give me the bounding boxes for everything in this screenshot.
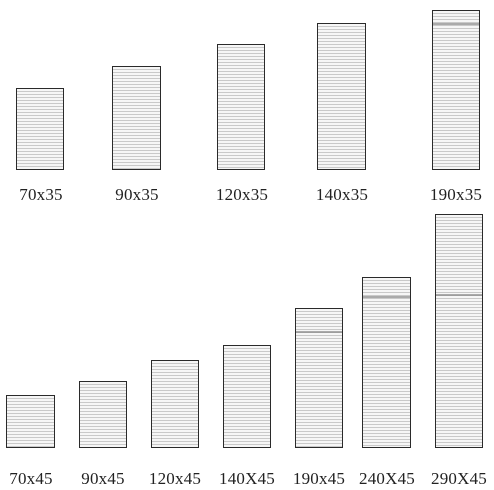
panel-140x35 [317, 23, 366, 170]
panel-190x45 [295, 308, 343, 448]
label-70x35: 70x35 [19, 185, 63, 204]
label-190x45: 190x45 [292, 469, 346, 488]
panel-70x35 [16, 88, 64, 170]
panel-240x45 [362, 277, 411, 448]
panel-70x45 [6, 395, 55, 448]
panel-190x35 [432, 10, 480, 170]
panel-seam [436, 294, 482, 296]
panel-120x45 [151, 360, 199, 448]
panel-90x45 [79, 381, 127, 448]
label-190x35: 190x35 [429, 185, 483, 204]
panel-90x35 [112, 66, 161, 170]
label-140x45: 140X45 [219, 469, 275, 488]
label-90x35: 90x35 [115, 185, 159, 204]
panel-seam [363, 296, 410, 298]
panel-120x35 [217, 44, 265, 170]
panel-seam [433, 23, 479, 25]
panel-290x45 [435, 214, 483, 448]
panel-140x45 [223, 345, 271, 448]
label-290x45: 290X45 [431, 469, 487, 488]
label-120x35: 120x35 [215, 185, 269, 204]
label-140x35: 140x35 [315, 185, 369, 204]
label-90x45: 90x45 [81, 469, 125, 488]
label-240x45: 240X45 [359, 469, 415, 488]
label-70x45: 70x45 [9, 469, 53, 488]
label-120x45: 120x45 [148, 469, 202, 488]
panel-seam [296, 331, 342, 333]
